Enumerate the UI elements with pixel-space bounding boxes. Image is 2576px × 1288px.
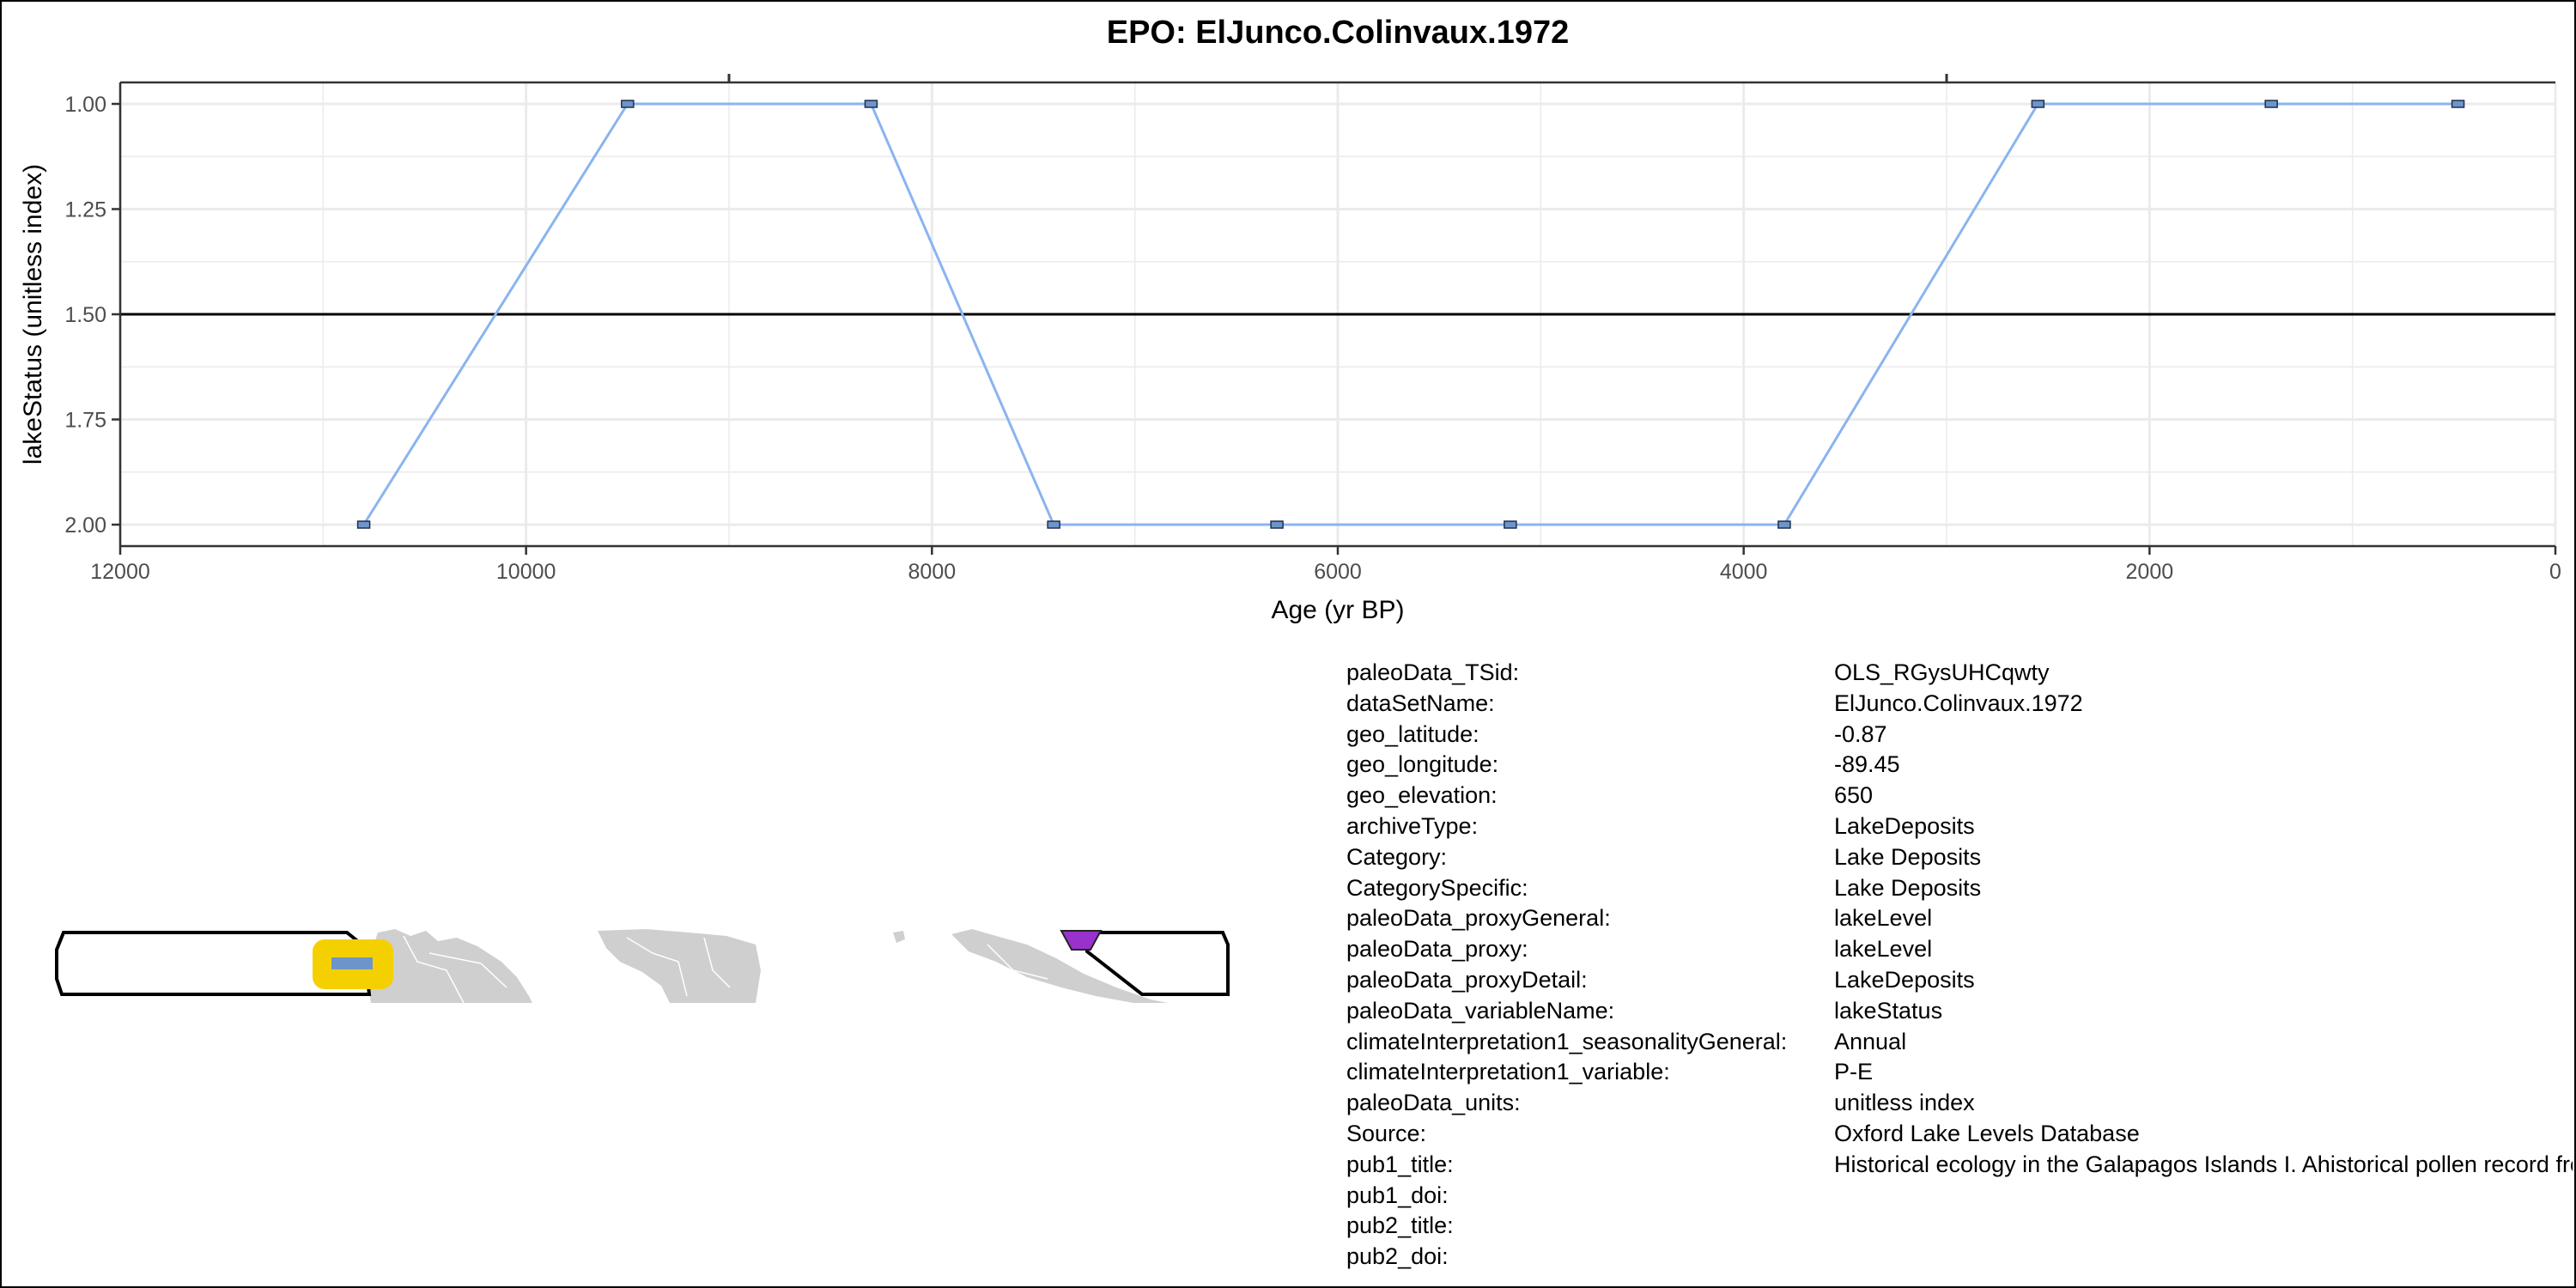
chart-title: EPO: ElJunco.Colinvaux.1972 xyxy=(1107,15,1570,51)
data-point xyxy=(2264,100,2278,108)
metadata-key: geo_elevation: xyxy=(1346,782,1498,809)
metadata-key: Category: xyxy=(1346,843,1448,870)
series-line xyxy=(362,102,2458,526)
metadata-key: geo_latitude: xyxy=(1346,720,1479,747)
data-point xyxy=(1777,520,1791,529)
map-landmass xyxy=(951,929,1168,1003)
metadata-key: paleoData_variableName: xyxy=(1346,997,1615,1024)
x-tick-label: 0 xyxy=(2549,560,2561,584)
metadata-value: Oxford Lake Levels Database xyxy=(1834,1121,2140,1146)
axes: 12000 10000 8000 6000 4000 2000 0 1.00 1.25 1.50 1… xyxy=(64,74,2561,584)
metadata-value: -89.45 xyxy=(1834,751,1900,778)
metadata-key: paleoData_proxyGeneral: xyxy=(1346,905,1611,932)
metadata-value: lakeLevel xyxy=(1834,936,1933,963)
data-point xyxy=(621,100,635,108)
map-projection-frame xyxy=(1084,931,1230,996)
metadata-value: P-E xyxy=(1834,1059,1874,1085)
metadata-value: lakeLevel xyxy=(1834,905,1933,932)
metadata-value: Historical ecology in the Galapagos Isla… xyxy=(1834,1151,2573,1177)
metadata-value: LakeDeposits xyxy=(1834,967,1975,993)
region-marker xyxy=(1060,930,1103,951)
metadata-key: pub1_title: xyxy=(1346,1151,1454,1177)
metadata-value: lakeStatus xyxy=(1834,997,1943,1024)
x-tick-label: 2000 xyxy=(2126,560,2174,584)
metadata-key: dataSetName: xyxy=(1346,690,1495,716)
metadata-key: paleoData_units: xyxy=(1346,1090,1521,1116)
metadata-key: CategorySpecific: xyxy=(1346,874,1528,901)
metadata-key: pub2_doi: xyxy=(1346,1243,1449,1270)
data-point xyxy=(2031,100,2045,108)
metadata-key: pub1_doi: xyxy=(1346,1182,1449,1208)
metadata-value: Annual xyxy=(1834,1028,1907,1054)
series-layer xyxy=(356,100,2465,529)
y-tick-label: 1.75 xyxy=(64,409,106,433)
y-tick-label: 2.00 xyxy=(64,513,106,538)
map-landmass xyxy=(893,931,905,943)
metadata-value: OLS_RGysUHCqwty xyxy=(1834,659,2050,685)
data-point xyxy=(864,100,878,108)
y-axis-label: lakeStatus (unitless index) xyxy=(19,164,47,465)
metadata-key: climateInterpretation1_seasonalityGenera… xyxy=(1346,1028,1788,1054)
metadata-value: -0.87 xyxy=(1834,720,1887,747)
site-location-marker-inner xyxy=(331,957,373,969)
data-point xyxy=(356,520,371,529)
time-series-chart: EPO: ElJunco.Colinvaux.1972 12000 10000 80… xyxy=(19,15,2561,624)
x-tick-label: 12000 xyxy=(90,560,150,584)
metadata-key: paleoData_proxyDetail: xyxy=(1346,967,1588,993)
metadata-key: paleoData_proxy: xyxy=(1346,936,1528,963)
metadata-value: LakeDeposits xyxy=(1834,813,1975,839)
y-tick-label: 1.50 xyxy=(64,303,106,327)
metadata-value: unitless index xyxy=(1834,1090,1975,1116)
metadata-key: paleoData_TSid: xyxy=(1346,659,1520,685)
data-point xyxy=(2451,100,2465,108)
y-tick-label: 1.00 xyxy=(64,93,106,117)
metadata-value: ElJunco.Colinvaux.1972 xyxy=(1834,690,2083,716)
map-projection-frame xyxy=(55,931,372,996)
metadata-table: paleoData_TSid: OLS_RGysUHCqwty dataSetNam… xyxy=(1346,659,2573,1286)
x-tick-label: 4000 xyxy=(1720,560,1768,584)
metadata-value: 650 xyxy=(1834,782,1874,809)
x-tick-label: 6000 xyxy=(1314,560,1362,584)
metadata-value: Lake Deposits xyxy=(1834,843,1982,870)
x-tick-label: 8000 xyxy=(908,560,957,584)
metadata-key: Source: xyxy=(1346,1121,1427,1146)
site-map xyxy=(55,929,1230,1004)
metadata-key: geo_longitude: xyxy=(1346,751,1499,778)
map-country-borders xyxy=(403,935,1048,1004)
metadata-key: climateInterpretation1_variable: xyxy=(1346,1059,1670,1085)
metadata-value: Lake Deposits xyxy=(1834,874,1982,901)
data-point xyxy=(1504,520,1517,529)
metadata-key: archiveType: xyxy=(1346,813,1479,839)
map-landmass xyxy=(368,929,532,1003)
y-tick-label: 1.25 xyxy=(64,198,106,222)
x-axis-label: Age (yr BP) xyxy=(1271,596,1404,624)
x-tick-label: 10000 xyxy=(496,560,556,584)
data-point xyxy=(1270,520,1284,529)
metadata-key: pub2_title: xyxy=(1346,1212,1454,1239)
data-point xyxy=(1047,520,1060,529)
